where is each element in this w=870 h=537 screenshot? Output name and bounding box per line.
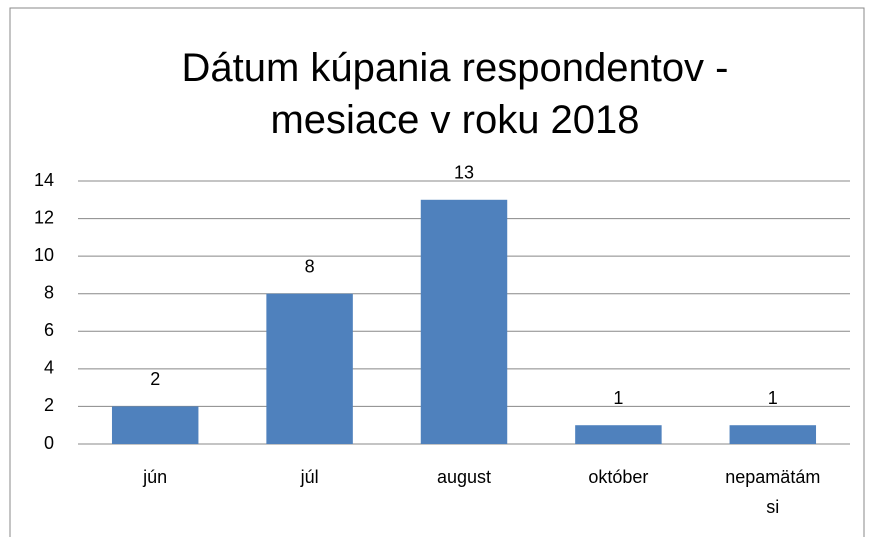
x-tick-label: júl — [300, 467, 319, 487]
x-tick-label: október — [588, 467, 649, 487]
data-label: 8 — [305, 256, 315, 276]
y-tick-label: 4 — [44, 358, 54, 378]
y-tick-label: 12 — [34, 207, 54, 227]
x-tick-label: jún — [143, 467, 168, 487]
bar — [729, 425, 817, 444]
bar — [111, 406, 199, 444]
y-tick-label: 6 — [44, 320, 54, 340]
bar — [266, 293, 353, 444]
chart-title: Dátum kúpania respondentov - mesiace v r… — [181, 46, 729, 142]
data-label: 1 — [768, 388, 778, 408]
data-label: 2 — [150, 369, 160, 389]
y-tick-label: 10 — [34, 245, 54, 265]
y-tick-label: 8 — [44, 282, 54, 302]
y-tick-label: 14 — [34, 170, 54, 190]
data-label: 1 — [613, 388, 623, 408]
y-tick-label: 0 — [44, 433, 54, 453]
bar — [575, 425, 662, 444]
bar — [420, 199, 508, 444]
x-tick-label: august — [436, 467, 492, 487]
data-label: 13 — [454, 163, 474, 183]
x-tick-label: nepamätám si — [725, 467, 821, 517]
y-tick-label: 2 — [44, 395, 54, 415]
